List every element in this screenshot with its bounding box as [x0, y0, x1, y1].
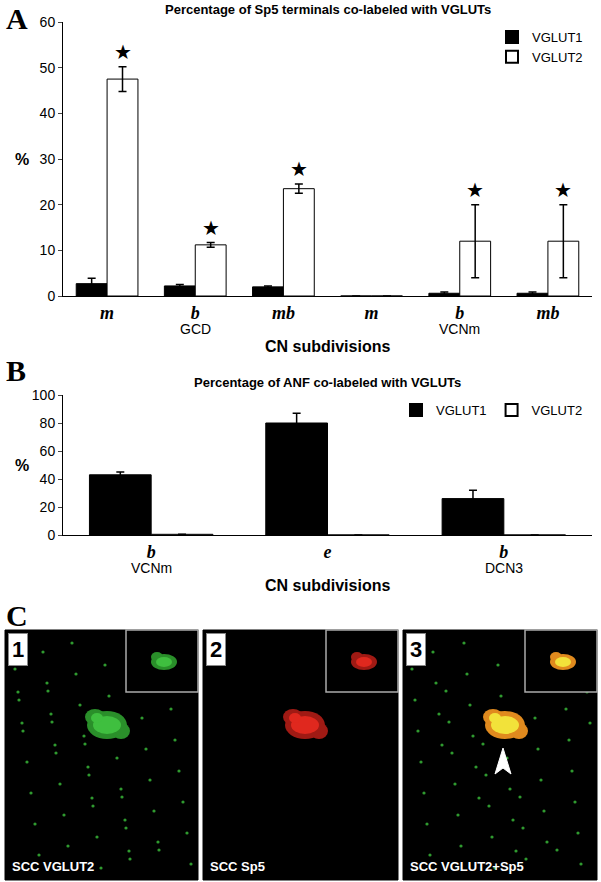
svg-text:★: ★ [466, 178, 484, 202]
svg-text:20: 20 [40, 499, 56, 515]
svg-text:30: 30 [40, 151, 56, 167]
svg-text:60: 60 [40, 443, 56, 459]
svg-text:VGLUT2: VGLUT2 [532, 403, 583, 418]
svg-text:b: b [147, 542, 156, 562]
svg-text:10: 10 [40, 242, 56, 258]
svg-text:1: 1 [12, 637, 24, 662]
svg-text:SCC VGLUT2+Sp5: SCC VGLUT2+Sp5 [410, 859, 524, 874]
svg-text:m: m [100, 303, 114, 323]
svg-text:★: ★ [554, 178, 572, 202]
svg-text:mb: mb [272, 303, 295, 323]
svg-text:SCC VGLUT2: SCC VGLUT2 [12, 859, 94, 874]
svg-text:0: 0 [47, 527, 55, 543]
svg-text:e: e [324, 542, 332, 562]
svg-text:VCNm: VCNm [439, 321, 480, 337]
svg-text:VCNm: VCNm [131, 560, 172, 576]
svg-text:40: 40 [40, 105, 56, 121]
svg-text:C: C [6, 599, 28, 632]
svg-text:DCN3: DCN3 [485, 560, 523, 576]
svg-text:Percentage of ANF co-labeled w: Percentage of ANF co-labeled with VGLUTs [194, 375, 461, 390]
svg-text:100: 100 [32, 387, 56, 403]
svg-text:50: 50 [40, 60, 56, 76]
svg-text:60: 60 [40, 14, 56, 30]
svg-text:mb: mb [536, 303, 559, 323]
svg-text:20: 20 [40, 197, 56, 213]
svg-text:VGLUT1: VGLUT1 [532, 30, 583, 45]
svg-text:★: ★ [114, 40, 132, 64]
svg-text:VGLUT1: VGLUT1 [436, 403, 487, 418]
svg-text:2: 2 [210, 637, 222, 662]
svg-text:b: b [499, 542, 508, 562]
svg-text:A: A [6, 2, 28, 35]
svg-text:SCC Sp5: SCC Sp5 [210, 859, 265, 874]
svg-text:GCD: GCD [180, 321, 211, 337]
svg-text:★: ★ [290, 157, 308, 181]
svg-text:Percentage of Sp5 terminals co: Percentage of Sp5 terminals co-labeled w… [165, 2, 491, 17]
svg-text:%: % [15, 151, 29, 168]
svg-text:CN subdivisions: CN subdivisions [265, 338, 390, 355]
svg-text:3: 3 [410, 637, 422, 662]
svg-text:★: ★ [202, 216, 220, 240]
svg-text:0: 0 [47, 288, 55, 304]
svg-text:m: m [365, 303, 379, 323]
svg-text:CN subdivisions: CN subdivisions [265, 577, 390, 594]
svg-text:%: % [15, 457, 29, 474]
svg-text:VGLUT2: VGLUT2 [532, 50, 583, 65]
svg-text:B: B [6, 354, 26, 387]
svg-text:b: b [191, 303, 200, 323]
svg-text:80: 80 [40, 415, 56, 431]
svg-text:b: b [455, 303, 464, 323]
svg-text:40: 40 [40, 471, 56, 487]
